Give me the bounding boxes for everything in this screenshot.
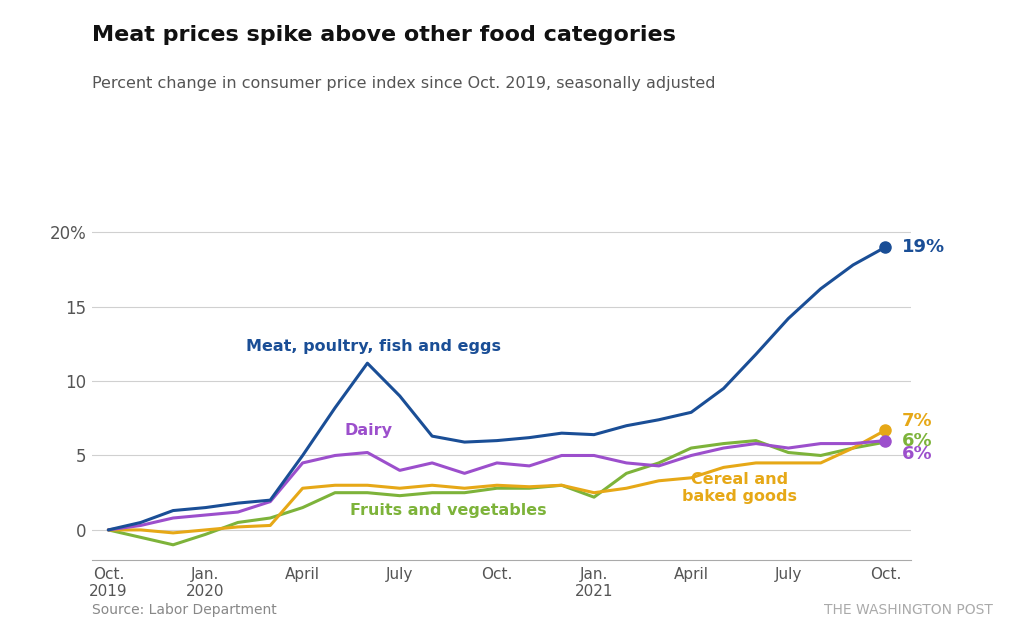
- Text: Percent change in consumer price index since Oct. 2019, seasonally adjusted: Percent change in consumer price index s…: [92, 76, 716, 92]
- Text: THE WASHINGTON POST: THE WASHINGTON POST: [824, 603, 993, 617]
- Text: 7%: 7%: [902, 412, 932, 430]
- Text: 6%: 6%: [902, 445, 932, 463]
- Text: Dairy: Dairy: [345, 423, 393, 438]
- Text: 19%: 19%: [902, 238, 945, 256]
- Text: 6%: 6%: [902, 432, 932, 450]
- Text: Cereal and
baked goods: Cereal and baked goods: [682, 472, 798, 504]
- Text: Source: Labor Department: Source: Labor Department: [92, 603, 276, 617]
- Text: Meat, poultry, fish and eggs: Meat, poultry, fish and eggs: [247, 340, 502, 354]
- Text: Meat prices spike above other food categories: Meat prices spike above other food categ…: [92, 25, 676, 45]
- Text: Fruits and vegetables: Fruits and vegetables: [350, 503, 547, 518]
